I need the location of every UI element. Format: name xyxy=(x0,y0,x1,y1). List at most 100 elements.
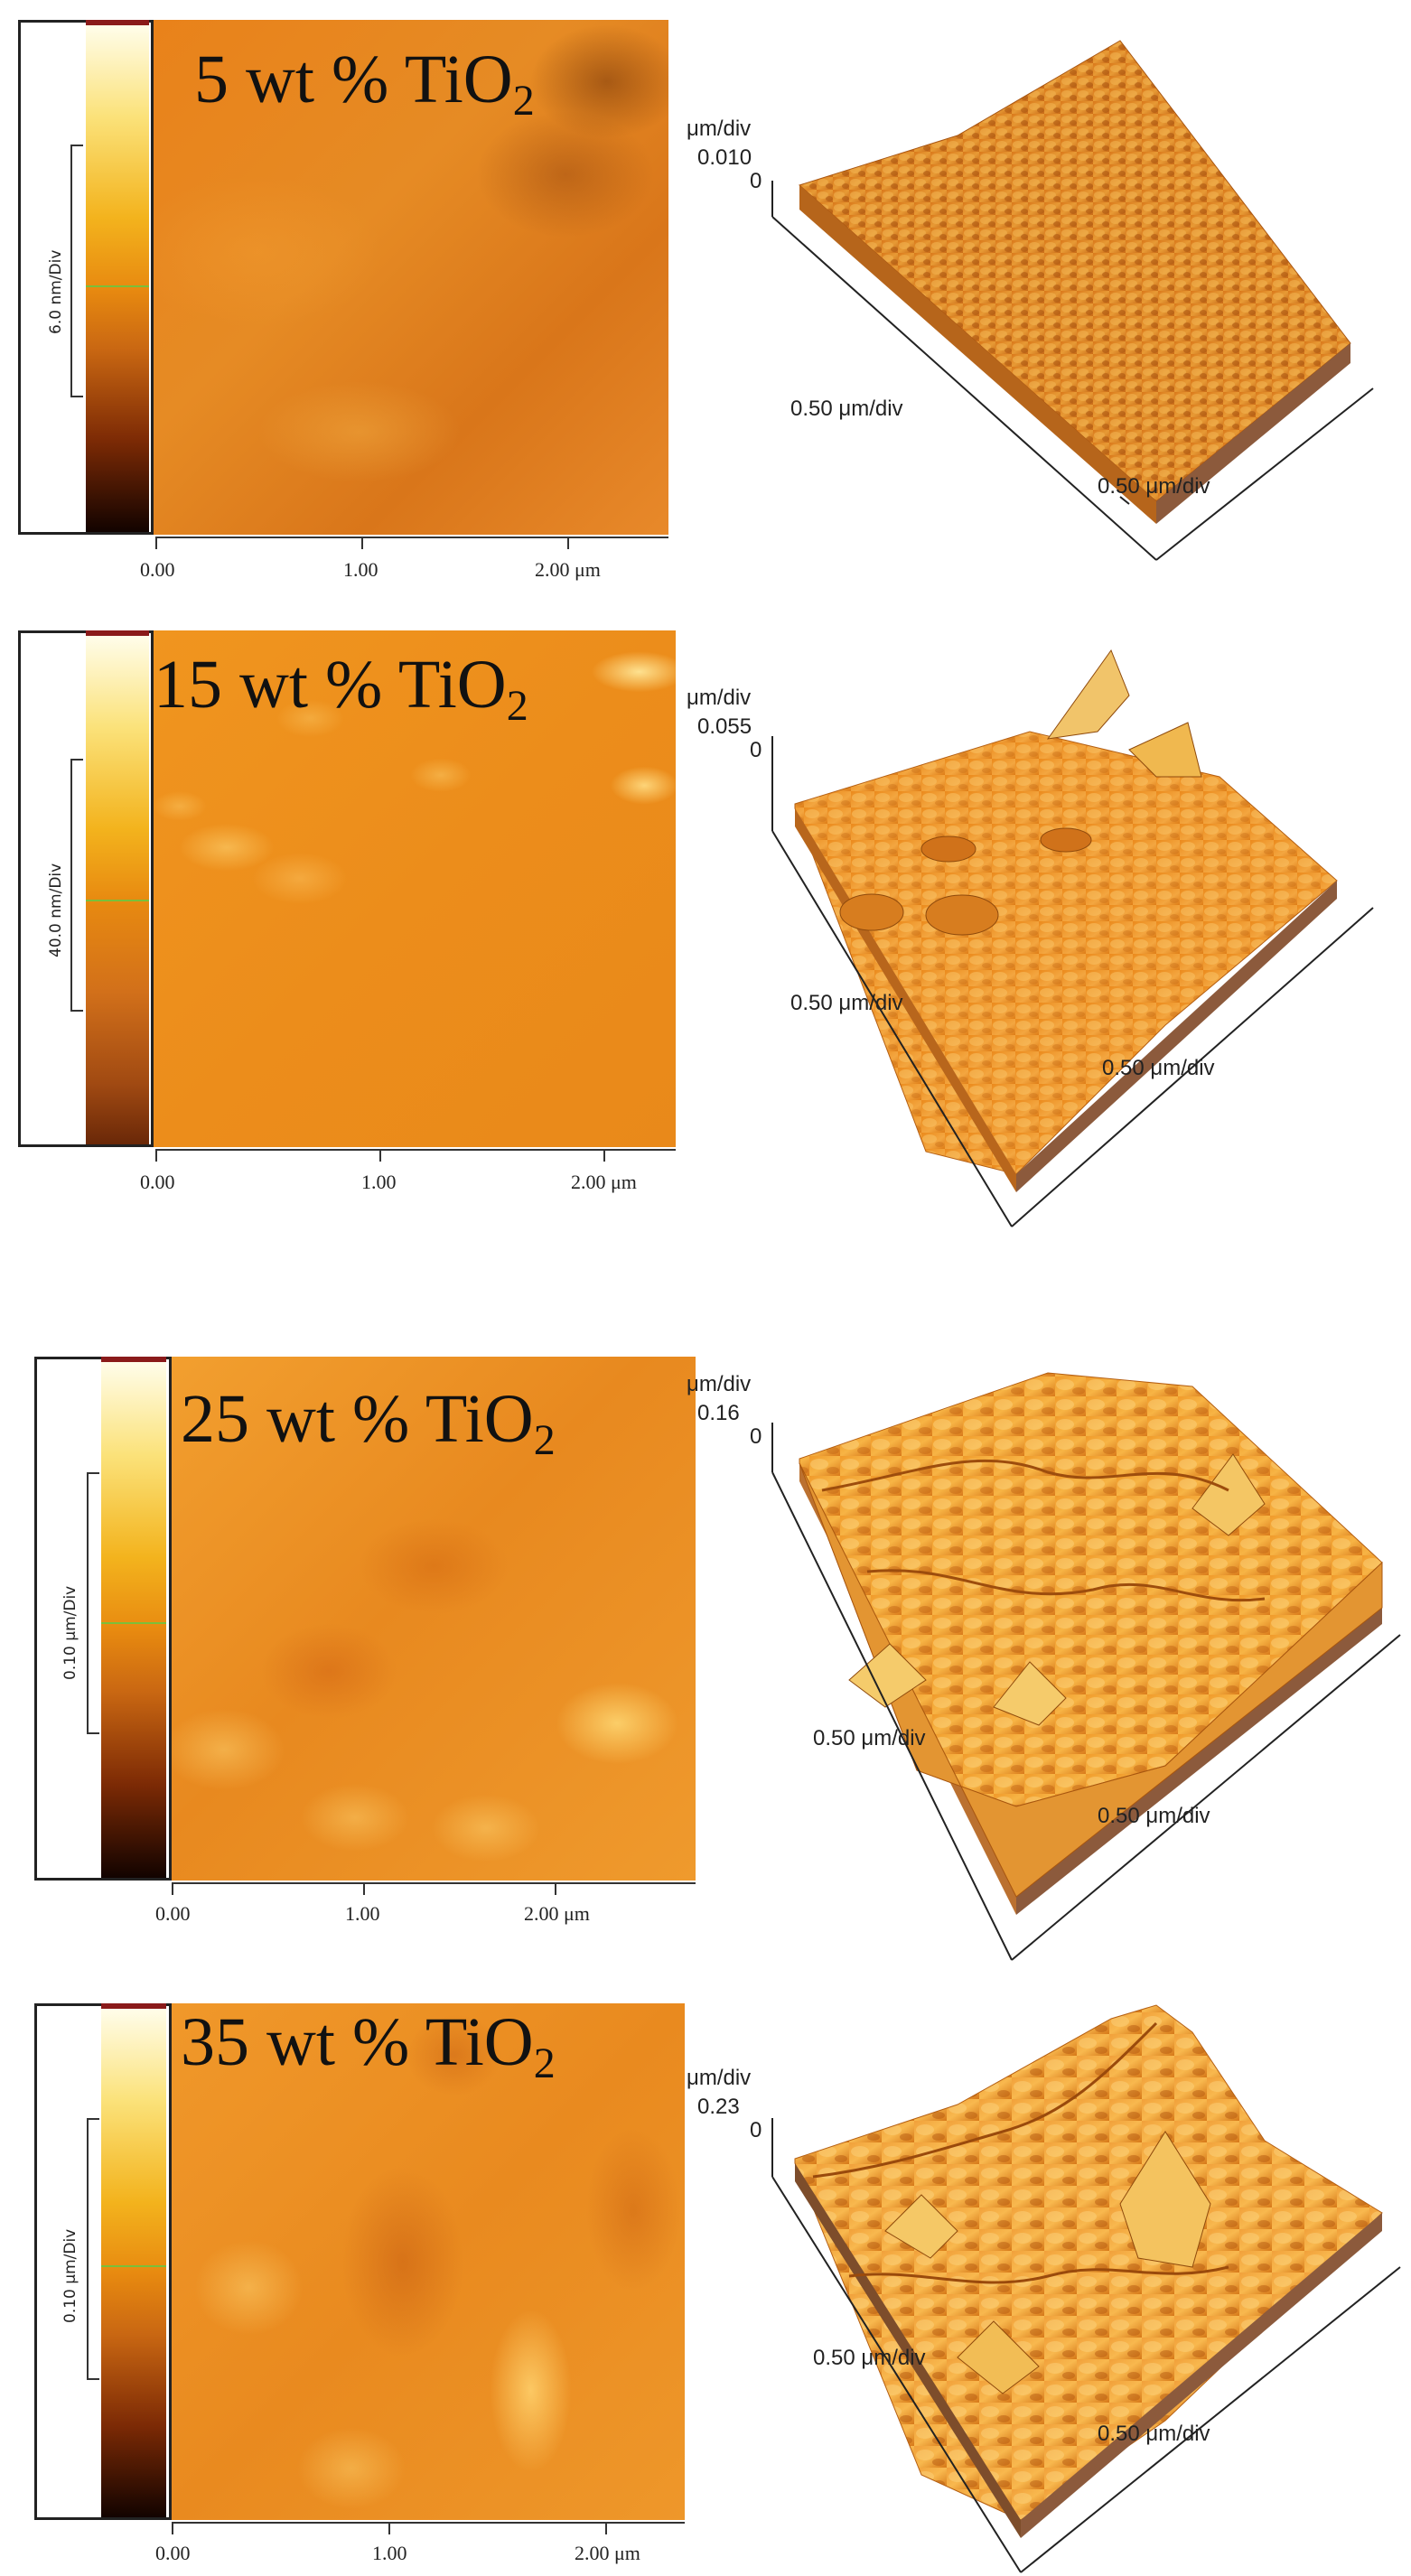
x-axis-line xyxy=(155,1149,676,1151)
y-div-label: 0.50 μm/div xyxy=(790,991,903,1015)
x-tick-label: 1.00 xyxy=(372,2542,407,2564)
colorbar-gradient xyxy=(86,25,149,532)
x-tick xyxy=(555,1882,556,1895)
x-tick xyxy=(155,1149,157,1162)
surface-side xyxy=(1156,343,1350,524)
z-max-label: 0.16 xyxy=(697,1401,740,1425)
z-unit-label: μm/div xyxy=(687,117,751,141)
x-tick xyxy=(567,537,569,549)
colorbar-top-marker xyxy=(101,2003,166,2009)
colorbar-level-marker xyxy=(101,2265,166,2267)
colorbar-scale-bracket xyxy=(87,1472,99,1734)
surface-peak xyxy=(884,2194,958,2259)
x-tick xyxy=(172,2522,173,2534)
x-div-label: 0.50 μm/div xyxy=(1098,2422,1210,2446)
afm-3d-surface: μm/div 0.16 0 0.50 μm/div 0.50 μm/div xyxy=(687,1372,1401,1961)
surface-top xyxy=(794,2004,1383,2521)
colorbar-scale-label: 40.0 nm/Div xyxy=(47,863,65,957)
afm-2d-height-map xyxy=(154,20,668,535)
colorbar-scale-bracket xyxy=(70,145,83,397)
x-axis-line xyxy=(155,537,668,538)
x-tick xyxy=(379,1149,381,1162)
x-tick-label: 2.00 μm xyxy=(571,1171,637,1193)
z-zero-label: 0 xyxy=(750,2118,762,2142)
afm-3d-surface: μm/div 0.010 0 0.50 μm/div 0.50 μm/div xyxy=(687,40,1374,561)
z-zero-label: 0 xyxy=(750,738,762,762)
surface-ridge xyxy=(821,1459,1229,1492)
surface-ridge xyxy=(848,2265,1229,2284)
surface-front xyxy=(799,1462,1383,1898)
x-tick xyxy=(388,2522,390,2534)
surface-peak xyxy=(848,1643,927,1708)
panel-title: 35 wt % TiO2 xyxy=(181,2004,556,2087)
z-max-label: 0.010 xyxy=(697,145,752,170)
surface-side xyxy=(795,2163,1021,2538)
colorbar-level-marker xyxy=(86,285,149,287)
y-div-label: 0.50 μm/div xyxy=(813,1726,926,1750)
x-tick-label: 0.00 xyxy=(140,1171,175,1193)
surface-side xyxy=(1016,881,1337,1192)
colorbar-gradient xyxy=(86,636,149,1144)
surface-ridge xyxy=(866,1569,1266,1602)
surface-peak xyxy=(1191,1453,1266,1536)
surface-peak xyxy=(1119,2131,1211,2268)
surface-peak xyxy=(993,1661,1067,1726)
colorbar-scale-bracket xyxy=(70,759,83,1012)
surface-side xyxy=(799,185,1156,524)
y-div-label: 0.50 μm/div xyxy=(813,2346,926,2370)
z-max-label: 0.23 xyxy=(697,2095,740,2119)
x-tick xyxy=(603,1149,605,1162)
x-tick xyxy=(605,2522,607,2534)
surface-peak xyxy=(957,2320,1040,2394)
x-div-label: 0.50 μm/div xyxy=(1102,1056,1215,1080)
colorbar-scale-bracket xyxy=(87,2118,99,2380)
y-div-label: 0.50 μm/div xyxy=(790,397,903,421)
x-tick-label: 0.00 xyxy=(140,558,175,581)
x-tick-label: 2.00 μm xyxy=(535,558,601,581)
colorbar-level-marker xyxy=(101,1622,166,1624)
z-max-label: 0.055 xyxy=(697,714,752,739)
colorbar-scale-label: 0.10 μm/Div xyxy=(61,1585,79,1680)
surface-bump xyxy=(839,893,904,931)
afm-panel-25wt: 0.10 μm/Div 25 wt % TiO2 0.00 1.00 2.00 … xyxy=(0,1337,1411,1969)
colorbar-top-marker xyxy=(86,20,149,25)
surface-bump xyxy=(925,894,999,936)
panel-title: 5 wt % TiO2 xyxy=(194,42,535,125)
x-tick-label: 1.00 xyxy=(343,558,378,581)
x-div-label: 0.50 μm/div xyxy=(1098,1804,1210,1828)
x-tick-label: 0.00 xyxy=(155,2542,191,2564)
z-zero-label: 0 xyxy=(750,169,762,193)
afm-panel-5wt: 6.0 nm/Div 5 wt % TiO2 0.00 1.00 2.00 μm… xyxy=(0,0,1411,596)
x-tick-label: 2.00 μm xyxy=(524,1902,590,1925)
surface-bump xyxy=(920,835,976,863)
surface-side xyxy=(1021,2213,1382,2538)
colorbar-scale-label: 0.10 μm/Div xyxy=(61,2228,79,2323)
afm-2d-height-map xyxy=(172,2003,685,2520)
z-unit-label: μm/div xyxy=(687,686,751,710)
x-tick xyxy=(172,1882,173,1895)
x-tick xyxy=(155,537,157,549)
surface-peak xyxy=(1046,649,1130,740)
colorbar-gradient xyxy=(101,1362,166,1878)
afm-2d-height-map xyxy=(172,1357,696,1881)
x-tick-label: 2.00 μm xyxy=(575,2542,640,2564)
colorbar-gradient xyxy=(101,2009,166,2517)
afm-panel-35wt: 0.10 μm/Div 35 wt % TiO2 0.00 1.00 2.00 … xyxy=(0,1969,1411,2576)
z-zero-label: 0 xyxy=(750,1424,762,1449)
surface-ridge xyxy=(812,2021,1158,2179)
surface-bump xyxy=(1040,827,1092,853)
x-tick-label: 0.00 xyxy=(155,1902,191,1925)
x-tick-label: 1.00 xyxy=(361,1171,397,1193)
z-unit-label: μm/div xyxy=(687,1372,751,1396)
colorbar-top-marker xyxy=(86,630,149,636)
x-tick-label: 1.00 xyxy=(345,1902,380,1925)
z-unit-label: μm/div xyxy=(687,2066,751,2090)
x-axis-line xyxy=(172,1882,696,1884)
x-tick xyxy=(361,537,363,549)
x-tick xyxy=(363,1882,365,1895)
colorbar-scale-label: 6.0 nm/Div xyxy=(47,249,65,334)
colorbar-level-marker xyxy=(86,900,149,901)
surface-peak xyxy=(1128,722,1202,778)
afm-3d-surface: μm/div 0.055 0 0.50 μm/div 0.50 μm/div xyxy=(687,649,1374,1227)
panel-title: 15 wt % TiO2 xyxy=(154,647,528,730)
